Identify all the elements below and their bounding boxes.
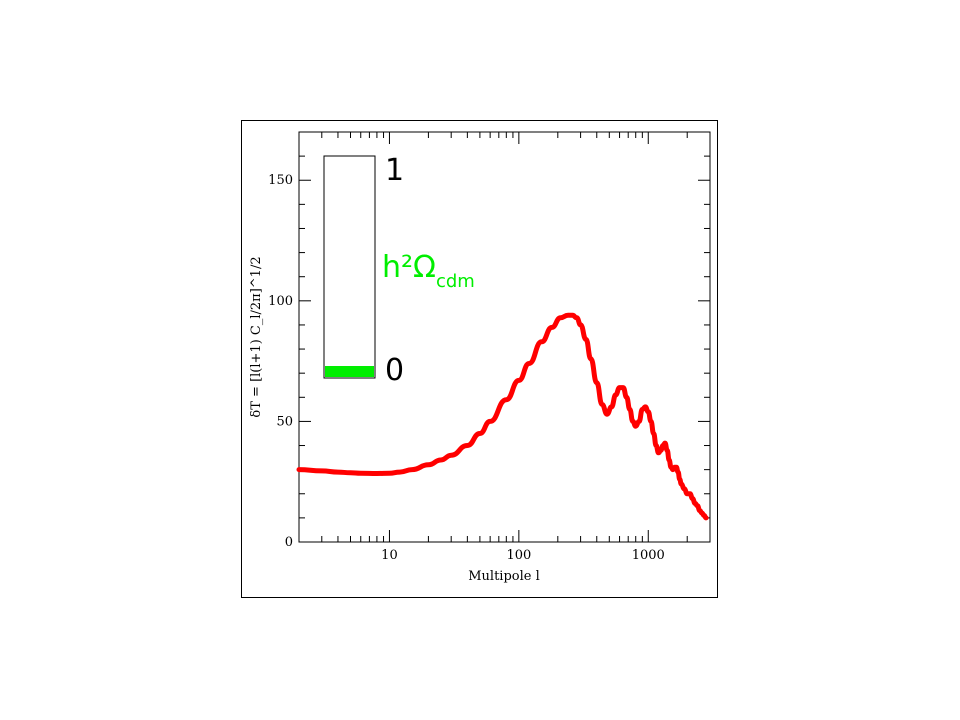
gauge-label-top: 1 bbox=[385, 153, 404, 188]
y-tick-label: 100 bbox=[268, 294, 293, 309]
y-axis-title: δT = [l(l+1) C_l/2π]^1/2 bbox=[249, 256, 264, 417]
axis-tick-labels: 10 100 1000 0 50 100 150 bbox=[268, 173, 665, 563]
axis-ticks bbox=[298, 131, 711, 543]
y-tick-label: 150 bbox=[268, 173, 293, 188]
y-tick-label: 0 bbox=[285, 535, 293, 550]
chart-frame: 10 100 1000 0 50 100 150 1 0 h²Ωcdm Multipole … bbox=[241, 120, 718, 598]
x-tick-label: 100 bbox=[506, 548, 531, 563]
power-spectrum-chart: 10 100 1000 0 50 100 150 1 0 h²Ωcdm Multipole … bbox=[249, 131, 711, 584]
x-axis-title: Multipole l bbox=[468, 569, 540, 584]
parameter-name-main: h²Ω bbox=[382, 250, 436, 285]
plot-area bbox=[298, 131, 711, 543]
parameter-name-label: h²Ωcdm bbox=[382, 250, 475, 292]
parameter-name-subscript: cdm bbox=[436, 271, 475, 292]
y-tick-label: 50 bbox=[276, 414, 293, 429]
parameter-gauge-box bbox=[323, 155, 376, 379]
gauge-label-bottom: 0 bbox=[385, 353, 404, 388]
spectrum-series-line bbox=[296, 312, 709, 521]
parameter-gauge-fill bbox=[325, 366, 374, 377]
x-tick-label: 10 bbox=[381, 548, 398, 563]
x-tick-label: 1000 bbox=[632, 548, 665, 563]
